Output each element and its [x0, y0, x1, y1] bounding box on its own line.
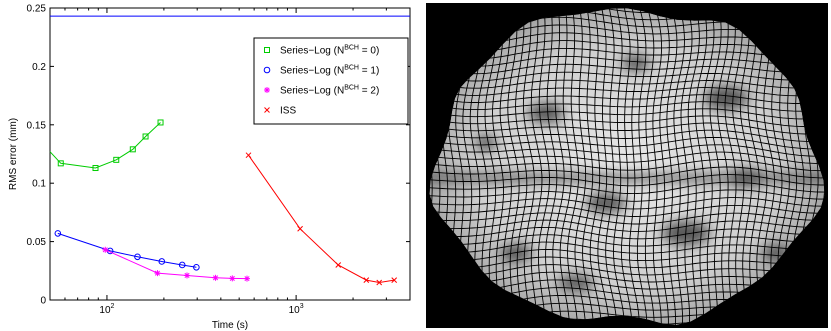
data-point	[264, 87, 270, 93]
data-point	[54, 230, 62, 237]
data-point	[391, 277, 398, 283]
rms-error-chart: 0 0.05 0.1 0.15 0.2 0.25 102 103 Series−Log (NB…	[8, 4, 411, 331]
data-point	[193, 263, 200, 271]
x-tick-label: 102	[99, 303, 114, 316]
legend-entry: Series−Log (NBCH = 0)	[280, 45, 379, 57]
data-point	[178, 261, 186, 269]
data-point	[264, 47, 270, 53]
y-tick-label: 0.1	[32, 179, 46, 190]
data-point	[134, 253, 141, 261]
y-tick-label: 0.05	[27, 237, 47, 248]
legend-entry: ISS	[280, 106, 296, 117]
data-point	[335, 262, 342, 268]
y-tick-label: 0.25	[27, 4, 47, 15]
x-tick-label: 103	[289, 303, 304, 316]
y-tick-label: 0	[40, 296, 46, 307]
data-point	[142, 133, 149, 140]
data-point	[264, 107, 270, 113]
data-point	[57, 160, 64, 167]
data-point	[297, 225, 303, 232]
data-point	[229, 275, 236, 282]
legend-box	[253, 37, 409, 125]
data-point	[129, 146, 136, 153]
series-line-s1	[57, 232, 197, 268]
data-point	[363, 277, 370, 283]
data-point	[243, 275, 250, 282]
y-axis-label: RMS error (mm)	[8, 118, 19, 190]
data-point	[245, 152, 252, 159]
data-point	[263, 66, 271, 74]
data-point	[102, 246, 109, 253]
y-tick-label: 0.2	[32, 62, 46, 73]
series-line-s3	[248, 154, 395, 284]
data-point	[154, 270, 161, 277]
legend-entry: Series−Log (NBCH = 2)	[280, 85, 379, 97]
data-point	[157, 119, 164, 126]
data-point	[92, 165, 99, 172]
plot-frame	[49, 7, 411, 301]
legend-entry: Series−Log (NBCH = 1)	[280, 65, 379, 77]
data-point	[212, 274, 219, 281]
x-axis-label: Time (s)	[212, 320, 248, 331]
deformation-grid-image	[426, 3, 828, 328]
data-point	[376, 279, 383, 286]
series-line-s0	[49, 122, 161, 169]
y-tick-label: 0.15	[27, 120, 47, 131]
data-point	[113, 156, 120, 163]
data-point	[158, 258, 166, 265]
data-point	[184, 272, 191, 279]
